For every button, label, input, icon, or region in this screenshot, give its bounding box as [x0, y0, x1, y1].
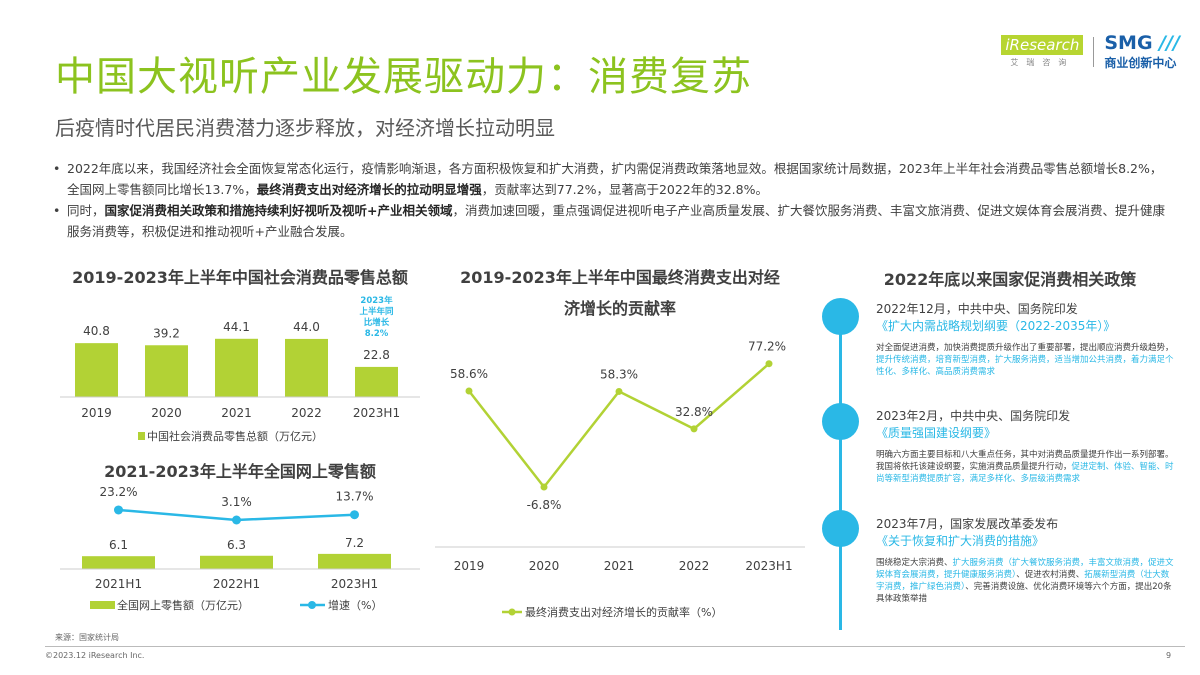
- bar-value-label: 39.2: [153, 326, 180, 340]
- copyright: ©2023.12 iResearch Inc.: [45, 651, 145, 660]
- legend-marker: [508, 608, 516, 616]
- legend-swatch: [90, 601, 115, 609]
- x-tick-label: 2022: [679, 559, 710, 573]
- bar: [285, 338, 328, 397]
- bar: [200, 555, 273, 569]
- growth-label: 13.7%: [335, 490, 373, 504]
- bar: [318, 553, 391, 569]
- bullet-item: 同时，国家促消费相关政策和措施持续利好视听及视听+产业相关领域，消费加速回暖，重…: [45, 200, 1165, 242]
- logos: iResearch 艾瑞咨询 SMG ///商业创新中心: [1001, 32, 1180, 71]
- bar-value-label: 6.1: [109, 538, 128, 552]
- x-tick-label: 2023H1: [353, 406, 400, 420]
- x-tick-label: 2022: [291, 406, 322, 420]
- data-point: [690, 425, 698, 433]
- smg-logo: SMG ///商业创新中心: [1104, 32, 1180, 70]
- timeline-line: [839, 300, 842, 630]
- bar-value-label: 7.2: [345, 536, 364, 550]
- timeline-dot: [822, 298, 859, 335]
- timeline-dot: [822, 510, 859, 547]
- bar-value-label: 22.8: [363, 348, 390, 362]
- chart2-title: 2021-2023年上半年全国网上零售额: [104, 462, 376, 481]
- data-label: -6.8%: [527, 498, 562, 512]
- bar-value-label: 40.8: [83, 324, 110, 338]
- growth-point: [232, 515, 241, 525]
- retail-sales-chart: 40.8 2019 39.2 2020 44.1 2021 44.0 2022 22.8 2023…: [60, 320, 420, 443]
- data-point: [765, 360, 773, 368]
- policy-item: 2023年2月，中共中央、国务院印发 《质量强国建设纲要》 明确六方面主要目标和…: [876, 409, 1174, 484]
- source-note: 来源：国家统计局: [55, 633, 119, 642]
- bar: [82, 556, 155, 569]
- bar: [75, 343, 118, 397]
- page-subtitle: 后疫情时代居民消费潜力逐步释放，对经济增长拉动明显: [55, 116, 555, 140]
- growth-point: [114, 505, 123, 515]
- bar: [215, 338, 258, 397]
- bar-value-label: 44.0: [293, 320, 320, 334]
- bar-value-label: 44.1: [223, 320, 250, 334]
- logo-divider: [1093, 36, 1095, 67]
- bar: [145, 345, 188, 397]
- x-tick-label: 2021: [221, 406, 252, 420]
- data-label: 58.6%: [450, 367, 488, 381]
- data-label: 77.2%: [748, 340, 786, 354]
- legend-label: 中国社会消费品零售总额（万亿元）: [147, 429, 323, 443]
- growth-label: 23.2%: [99, 485, 137, 499]
- bullet-list: 2022年底以来，我国经济社会全面恢复常态化运行，疫情影响渐退，各方面积极恢复和…: [45, 158, 1165, 242]
- data-label: 32.8%: [675, 405, 713, 419]
- data-point: [615, 387, 623, 395]
- x-tick-label: 2022H1: [213, 577, 260, 591]
- policy-title: 2022年底以来国家促消费相关政策: [883, 270, 1137, 289]
- bar-value-label: 6.3: [227, 538, 246, 552]
- bar: [355, 366, 398, 397]
- consumption-contribution-chart: 58.6% 2019 -6.8% 2020 58.3% 2021 32.8% 2022 77.2…: [435, 340, 805, 619]
- x-tick-label: 2021: [604, 559, 635, 573]
- x-tick-label: 2020: [529, 559, 560, 573]
- x-tick-label: 2019: [81, 406, 112, 420]
- legend-label: 增速（%）: [328, 598, 382, 612]
- chart3-title: 2019-2023年上半年中国最终消费支出对经济增长的贡献率: [460, 268, 780, 318]
- page-number: 9: [1166, 651, 1172, 660]
- timeline-dot: [822, 403, 859, 440]
- data-point: [465, 387, 473, 395]
- legend-label: 全国网上零售额（万亿元）: [117, 598, 249, 612]
- x-tick-label: 2020: [151, 406, 182, 420]
- iresearch-logo: iResearch 艾瑞咨询: [1001, 35, 1084, 68]
- bullet-item: 2022年底以来，我国经济社会全面恢复常态化运行，疫情影响渐退，各方面积极恢复和…: [45, 158, 1165, 200]
- growth-point: [350, 510, 359, 520]
- data-label: 58.3%: [600, 367, 638, 381]
- legend-swatch: [138, 432, 145, 440]
- x-tick-label: 2021H1: [95, 577, 142, 591]
- online-retail-chart: 6.1 2021H1 6.3 2022H1 7.2 2023H1 23.2% 3.1% 13.7…: [60, 485, 420, 612]
- growth-label: 3.1%: [221, 495, 252, 509]
- chart1-title: 2019-2023年上半年中国社会消费品零售总额: [72, 268, 408, 287]
- growth-annotation: 2023年上半年同比增长8.2%: [359, 296, 394, 339]
- policy-item: 2023年7月，国家发展改革委发布 《关于恢复和扩大消费的措施》 围绕稳定大宗消…: [876, 517, 1174, 604]
- footer-divider: [45, 646, 1185, 647]
- x-tick-label: 2019: [454, 559, 485, 573]
- x-tick-label: 2023H1: [745, 559, 792, 573]
- legend-label: 最终消费支出对经济增长的贡献率（%）: [525, 605, 722, 619]
- x-tick-label: 2023H1: [331, 577, 378, 591]
- policy-item: 2022年12月，中共中央、国务院印发 《扩大内需战略规划纲要（2022-203…: [876, 302, 1174, 377]
- data-point: [540, 483, 548, 491]
- legend-marker: [308, 601, 316, 609]
- series-line: [468, 362, 770, 490]
- page-title: 中国大视听产业发展驱动力：消费复苏: [55, 54, 752, 100]
